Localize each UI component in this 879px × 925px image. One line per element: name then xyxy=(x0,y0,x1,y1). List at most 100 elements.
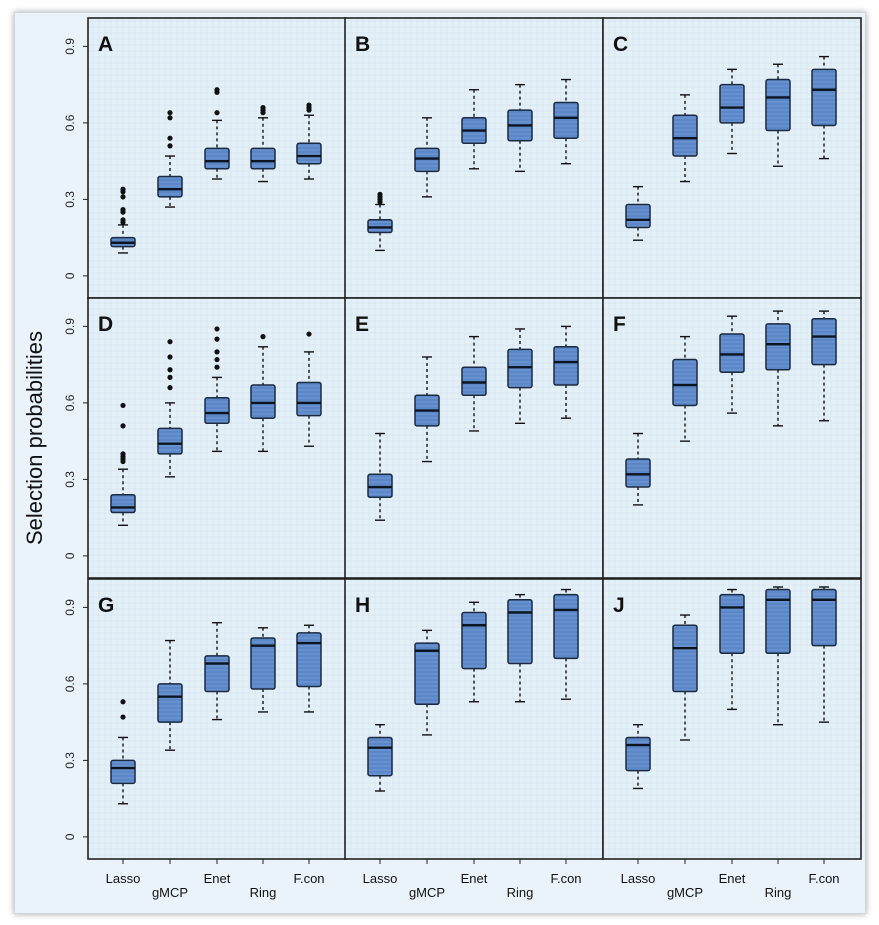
outlier-point xyxy=(214,349,220,355)
panel-label: H xyxy=(355,594,370,617)
outlier-point xyxy=(167,385,173,391)
box-fcon xyxy=(553,325,579,419)
panel-label: G xyxy=(98,594,114,617)
panel-H: H Lasso gMCP Enet Ring F.con xyxy=(344,578,604,900)
outlier-point xyxy=(306,102,312,108)
y-tick-label: 0.3 xyxy=(63,471,77,488)
outlier-point xyxy=(167,135,173,141)
box-lasso xyxy=(625,185,651,241)
outlier-point xyxy=(214,356,220,363)
panel-label: C xyxy=(613,33,628,56)
iqr-box xyxy=(672,114,698,157)
iqr-box xyxy=(110,759,136,785)
outlier-point xyxy=(214,326,220,332)
box-fcon xyxy=(296,624,322,713)
box-lasso xyxy=(110,186,136,254)
outlier-point xyxy=(120,402,126,409)
panel-background xyxy=(602,17,862,299)
iqr-box xyxy=(553,593,579,660)
y-tick-label: 0.9 xyxy=(63,599,77,616)
iqr-box xyxy=(625,736,651,772)
outlier-point xyxy=(120,451,126,457)
iqr-box xyxy=(765,588,791,655)
y-axis-label: Selection probabilities xyxy=(22,331,47,545)
y-tick-label: 0.3 xyxy=(63,752,77,769)
y-tick-label: 0.3 xyxy=(63,191,77,208)
box-gmcp xyxy=(414,117,440,198)
iqr-box xyxy=(414,642,440,706)
outlier-point xyxy=(214,110,220,116)
iqr-box xyxy=(672,624,698,693)
panel-label: F xyxy=(613,313,626,336)
box-ring xyxy=(507,83,533,173)
box-lasso xyxy=(110,699,136,805)
panel-G: G 0 0.3 0.6 0.9 Lasso gMCP Enet Ring F.con xyxy=(63,578,347,900)
x-tick-label: Lasso xyxy=(621,871,656,886)
x-tick-label: gMCP xyxy=(409,885,445,900)
outlier-point xyxy=(214,87,220,93)
iqr-box xyxy=(507,599,533,665)
box-ring xyxy=(507,328,533,424)
iqr-box xyxy=(204,655,230,693)
outlier-point xyxy=(120,217,126,223)
iqr-box xyxy=(110,493,136,514)
iqr-box xyxy=(507,348,533,389)
box-enet xyxy=(204,326,230,453)
outlier-point xyxy=(120,423,126,429)
iqr-box xyxy=(414,147,440,173)
x-tick-label: Ring xyxy=(250,885,277,900)
panel-background xyxy=(344,297,604,579)
x-tick-label: Enet xyxy=(204,871,231,886)
iqr-box xyxy=(157,683,183,723)
box-enet xyxy=(719,315,745,414)
iqr-box xyxy=(765,323,791,371)
box-enet xyxy=(204,87,230,180)
outlier-point xyxy=(167,374,173,380)
outlier-point xyxy=(167,354,173,360)
panel-label: D xyxy=(98,313,113,336)
outlier-point xyxy=(167,115,173,121)
iqr-box xyxy=(250,384,276,419)
iqr-box xyxy=(811,588,837,647)
box-ring xyxy=(250,334,276,453)
iqr-box xyxy=(204,397,230,425)
box-enet xyxy=(719,588,745,711)
x-tick-label: F.con xyxy=(293,871,324,886)
x-tick-label: F.con xyxy=(808,871,839,886)
outlier-point xyxy=(214,336,220,342)
panel-C: C xyxy=(602,17,862,299)
box-gmcp xyxy=(672,94,698,183)
box-gmcp xyxy=(672,335,698,442)
box-fcon xyxy=(553,588,579,700)
box-fcon xyxy=(296,102,322,180)
iqr-box xyxy=(719,593,745,655)
iqr-box xyxy=(553,346,579,386)
box-gmcp xyxy=(414,356,440,463)
box-enet xyxy=(461,89,487,170)
y-tick-label: 0.9 xyxy=(63,38,77,55)
panel-E: E xyxy=(344,297,604,579)
panel-D: D 0 0.3 0.6 0.9 xyxy=(63,297,347,579)
box-lasso xyxy=(110,402,136,526)
panel-B: B xyxy=(344,17,604,299)
box-ring xyxy=(765,310,791,427)
x-tick-label: Enet xyxy=(461,871,488,886)
iqr-box xyxy=(367,736,393,777)
panel-label: J xyxy=(613,594,625,617)
outlier-point xyxy=(120,714,126,720)
iqr-box xyxy=(296,632,322,688)
box-gmcp xyxy=(157,339,183,478)
box-ring xyxy=(250,627,276,713)
iqr-box xyxy=(719,333,745,374)
outlier-point xyxy=(120,186,126,192)
iqr-box xyxy=(625,203,651,229)
iqr-box xyxy=(461,366,487,397)
x-tick-label: Ring xyxy=(507,885,534,900)
box-ring xyxy=(250,105,276,183)
iqr-box xyxy=(204,147,230,170)
box-ring xyxy=(507,593,533,703)
x-tick-label: Lasso xyxy=(106,871,141,886)
box-fcon xyxy=(811,310,837,422)
box-fcon xyxy=(553,78,579,165)
x-tick-label: gMCP xyxy=(152,885,188,900)
